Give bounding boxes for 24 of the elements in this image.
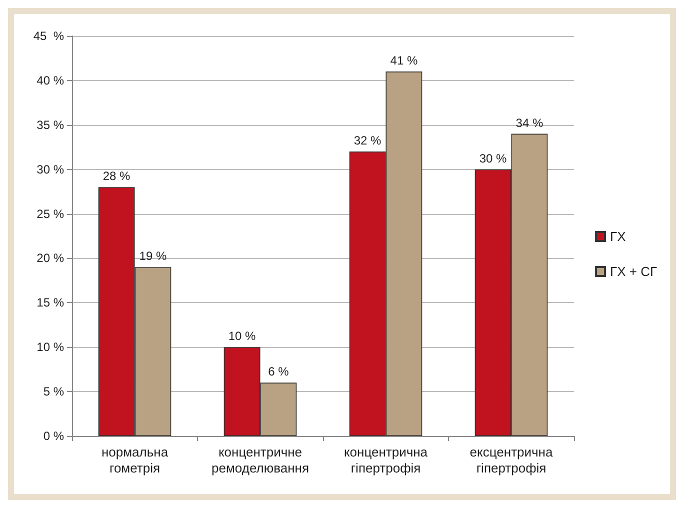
- data-label: 6 %: [268, 364, 290, 379]
- data-label: 34 %: [516, 116, 544, 130]
- legend-label: ГХ + СГ: [610, 264, 658, 279]
- data-label: 28 %: [102, 169, 131, 184]
- x-tick-label: ексцентрична гіпертрофія: [470, 444, 554, 476]
- y-tick-label: 15 %: [36, 296, 64, 310]
- y-tick-label: 20 %: [36, 251, 64, 266]
- x-tick-label: концентричне ремоделювання: [212, 444, 309, 476]
- legend-label: ГХ: [610, 229, 626, 244]
- x-tick-label: концентрична гіпертрофія: [344, 444, 428, 476]
- y-tick-label: 25 %: [36, 206, 64, 221]
- data-label: 19 %: [139, 249, 167, 264]
- y-tick-label: 40 %: [36, 73, 64, 88]
- y-tick-label: 10 %: [36, 340, 64, 354]
- y-tick-label: 30 %: [36, 162, 64, 176]
- data-label: 32 %: [354, 134, 382, 148]
- y-tick-label: 35 %: [36, 118, 64, 132]
- y-tick-label: 45 %: [33, 29, 64, 43]
- x-tick-label: нормальна гометрія: [101, 444, 169, 476]
- data-label: 10 %: [228, 329, 256, 344]
- data-label: 30 %: [479, 151, 508, 166]
- y-tick-label: 0 %: [43, 429, 64, 443]
- data-label: 41 %: [390, 54, 418, 68]
- y-tick-label: 5 %: [43, 384, 64, 399]
